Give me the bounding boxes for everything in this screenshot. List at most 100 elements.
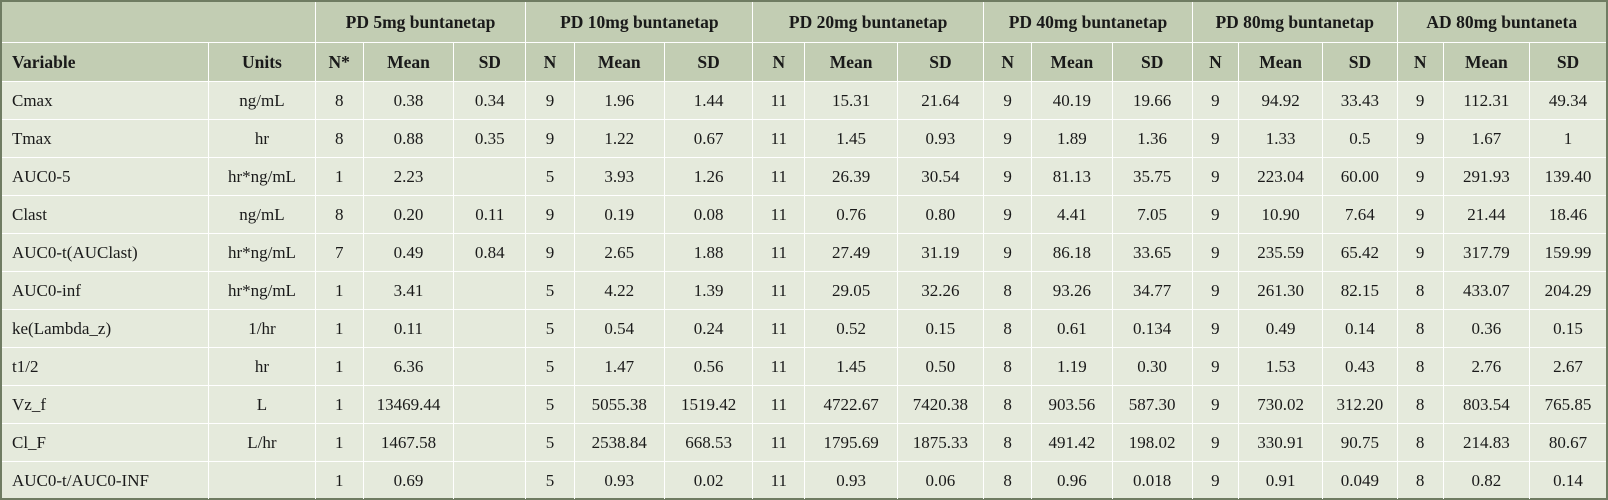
mean-cell: 0.20 xyxy=(363,195,455,234)
column-header-n: N xyxy=(1192,42,1239,82)
mean-cell: 1795.69 xyxy=(804,423,898,462)
mean-cell: 1.19 xyxy=(1031,347,1113,386)
mean-cell: 1.96 xyxy=(574,81,665,120)
sd-cell: 1.26 xyxy=(664,157,754,196)
sd-cell: 82.15 xyxy=(1322,271,1398,310)
mean-cell: 15.31 xyxy=(804,81,898,120)
sd-cell: 0.14 xyxy=(1322,309,1398,348)
n-cell: 8 xyxy=(315,119,364,158)
n-cell: 11 xyxy=(752,157,806,196)
mean-cell: 3.93 xyxy=(574,157,665,196)
sd-cell: 19.66 xyxy=(1112,81,1193,120)
sd-cell: 30.54 xyxy=(897,157,985,196)
sd-cell xyxy=(453,423,527,462)
n-cell: 5 xyxy=(525,347,575,386)
sd-cell: 1 xyxy=(1529,119,1606,158)
mean-cell: 112.31 xyxy=(1443,81,1531,120)
units-cell: ng/mL xyxy=(208,195,316,234)
variable-cell: ke(Lambda_z) xyxy=(2,309,210,348)
sd-cell: 1519.42 xyxy=(664,385,754,424)
table-row: ke(Lambda_z) 1/hr 1 0.11 5 0.54 0.24 11 0.52 0.15… xyxy=(2,309,1606,348)
mean-cell: 0.11 xyxy=(363,309,455,348)
mean-cell: 6.36 xyxy=(363,347,455,386)
sd-cell: 1.39 xyxy=(664,271,754,310)
mean-cell: 0.49 xyxy=(1238,309,1324,348)
mean-cell: 903.56 xyxy=(1031,385,1113,424)
mean-cell: 1.45 xyxy=(804,347,898,386)
mean-cell: 0.52 xyxy=(804,309,898,348)
n-cell: 8 xyxy=(315,195,364,234)
n-cell: 1 xyxy=(315,461,364,499)
sd-cell: 587.30 xyxy=(1112,385,1193,424)
sd-cell: 204.29 xyxy=(1529,271,1606,310)
sd-cell xyxy=(453,347,527,386)
sd-cell: 765.85 xyxy=(1529,385,1606,424)
sd-cell: 7.05 xyxy=(1112,195,1193,234)
sd-cell: 0.50 xyxy=(897,347,985,386)
mean-cell: 2.23 xyxy=(363,157,455,196)
n-cell: 9 xyxy=(1192,157,1239,196)
n-cell: 9 xyxy=(1192,423,1239,462)
variable-cell: t1/2 xyxy=(2,347,210,386)
n-cell: 5 xyxy=(525,157,575,196)
n-cell: 9 xyxy=(1397,195,1444,234)
n-cell: 5 xyxy=(525,385,575,424)
mean-cell: 235.59 xyxy=(1238,233,1324,272)
sd-cell: 0.08 xyxy=(664,195,754,234)
n-cell: 8 xyxy=(983,271,1033,310)
mean-cell: 1467.58 xyxy=(363,423,455,462)
column-header-sd: SD xyxy=(897,42,985,82)
n-cell: 9 xyxy=(1192,233,1239,272)
sd-cell: 35.75 xyxy=(1112,157,1193,196)
mean-cell: 261.30 xyxy=(1238,271,1324,310)
group-header: PD 40mg buntanetap xyxy=(983,2,1193,43)
sd-cell: 21.64 xyxy=(897,81,985,120)
sd-cell: 18.46 xyxy=(1529,195,1606,234)
n-cell: 9 xyxy=(1192,271,1239,310)
column-header-n: N xyxy=(525,42,575,82)
sd-cell: 139.40 xyxy=(1529,157,1606,196)
sd-cell: 0.02 xyxy=(664,461,754,499)
n-cell: 9 xyxy=(1192,309,1239,348)
table-row: AUC0-inf hr*ng/mL 1 3.41 5 4.22 1.39 11 29.05 32.… xyxy=(2,271,1606,310)
units-cell: ng/mL xyxy=(208,81,316,120)
mean-cell: 4.41 xyxy=(1031,195,1113,234)
mean-cell: 0.36 xyxy=(1443,309,1531,348)
mean-cell: 0.93 xyxy=(804,461,898,499)
n-cell: 7 xyxy=(315,233,364,272)
units-cell: L/hr xyxy=(208,423,316,462)
sd-cell xyxy=(453,309,527,348)
n-cell: 8 xyxy=(983,423,1033,462)
n-cell: 5 xyxy=(525,423,575,462)
sd-cell xyxy=(453,157,527,196)
sd-cell: 312.20 xyxy=(1322,385,1398,424)
n-cell: 8 xyxy=(1397,423,1444,462)
mean-cell: 0.69 xyxy=(363,461,455,499)
units-cell: hr xyxy=(208,347,316,386)
variable-cell: AUC0-t/AUC0-INF xyxy=(2,461,210,499)
n-cell: 8 xyxy=(983,309,1033,348)
variable-cell: Clast xyxy=(2,195,210,234)
sd-cell: 34.77 xyxy=(1112,271,1193,310)
mean-cell: 0.38 xyxy=(363,81,455,120)
table-row: Cmax ng/mL 8 0.38 0.34 9 1.96 1.44 11 15.31 21.64 9… xyxy=(2,81,1606,120)
mean-cell: 730.02 xyxy=(1238,385,1324,424)
sd-cell: 1.88 xyxy=(664,233,754,272)
sd-cell: 1.36 xyxy=(1112,119,1193,158)
mean-cell: 0.82 xyxy=(1443,461,1531,499)
n-cell: 11 xyxy=(752,347,806,386)
units-cell: hr*ng/mL xyxy=(208,233,316,272)
variable-cell: AUC0-t(AUClast) xyxy=(2,233,210,272)
sd-cell: 668.53 xyxy=(664,423,754,462)
n-cell: 1 xyxy=(315,157,364,196)
n-cell: 1 xyxy=(315,271,364,310)
sd-cell: 0.134 xyxy=(1112,309,1193,348)
sd-cell: 198.02 xyxy=(1112,423,1193,462)
mean-cell: 330.91 xyxy=(1238,423,1324,462)
sd-cell: 0.30 xyxy=(1112,347,1193,386)
column-header-units: Units xyxy=(208,42,316,82)
n-cell: 8 xyxy=(1397,271,1444,310)
mean-cell: 86.18 xyxy=(1031,233,1113,272)
n-cell: 9 xyxy=(525,233,575,272)
